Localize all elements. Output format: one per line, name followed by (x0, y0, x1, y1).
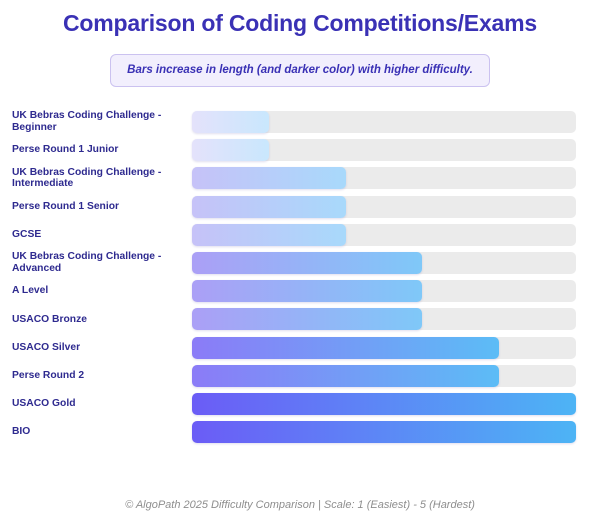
bar-row: USACO Bronze (12, 308, 576, 331)
bar-row: USACO Gold (12, 392, 576, 415)
bar-label: GCSE (12, 228, 42, 240)
bar-track (192, 139, 576, 162)
bar-row: UK Bebras Coding Challenge - Advanced (12, 251, 576, 274)
bar-track (192, 251, 576, 274)
bar-fill (192, 421, 576, 444)
bar-row: Perse Round 1 Junior (12, 139, 576, 162)
bar-label: Perse Round 1 Senior (12, 200, 120, 212)
chart-footer: © AlgoPath 2025 Difficulty Comparison | … (125, 499, 475, 511)
bar-track (192, 308, 576, 331)
bar-list: UK Bebras Coding Challenge - Beginner Per… (0, 110, 600, 498)
bar-track (192, 195, 576, 218)
bar-fill (192, 251, 423, 274)
subtitle-row: Bars increase in length (and darker colo… (0, 54, 600, 87)
bar-row: UK Bebras Coding Challenge - Intermediat… (12, 166, 576, 190)
bar-track (192, 111, 576, 133)
bar-row: Perse Round 2 (12, 364, 576, 387)
bar-label: BIO (12, 426, 31, 438)
bar-label: USACO Bronze (12, 313, 87, 325)
bar-row: A Level (12, 280, 576, 303)
bar-fill (192, 223, 346, 246)
bar-fill (192, 308, 423, 331)
bar-row: BIO (12, 421, 576, 444)
bar-fill (192, 392, 576, 415)
bar-row: UK Bebras Coding Challenge - Beginner (12, 110, 576, 133)
page-title: Comparison of Coding Competitions/Exams (63, 10, 537, 36)
bar-row: GCSE (12, 223, 576, 246)
bar-fill (192, 111, 269, 133)
bar-label: UK Bebras Coding Challenge - Advanced (12, 251, 162, 274)
bar-track (192, 336, 576, 359)
bar-row: Perse Round 1 Senior (12, 195, 576, 218)
bar-track (192, 392, 576, 415)
bar-track (192, 280, 576, 303)
bar-fill (192, 336, 500, 359)
bar-label: UK Bebras Coding Challenge - Beginner (12, 110, 162, 133)
chart-annotation-callout: Bars increase in length (and darker colo… (110, 54, 490, 87)
bar-fill (192, 139, 269, 162)
bar-fill (192, 195, 346, 218)
bar-label: USACO Gold (12, 398, 76, 410)
bar-fill (192, 167, 346, 190)
bar-track (192, 364, 576, 387)
bar-fill (192, 364, 500, 387)
bar-label: Perse Round 2 (12, 369, 85, 381)
bar-track (192, 167, 576, 190)
bar-row: USACO Silver (12, 336, 576, 359)
bar-track (192, 421, 576, 444)
bar-label: USACO Silver (12, 341, 81, 353)
bar-label: Perse Round 1 Junior (12, 144, 119, 156)
bar-track (192, 223, 576, 246)
bar-label: A Level (12, 285, 49, 297)
bar-fill (192, 280, 423, 303)
bar-label: UK Bebras Coding Challenge - Intermediat… (12, 166, 162, 190)
